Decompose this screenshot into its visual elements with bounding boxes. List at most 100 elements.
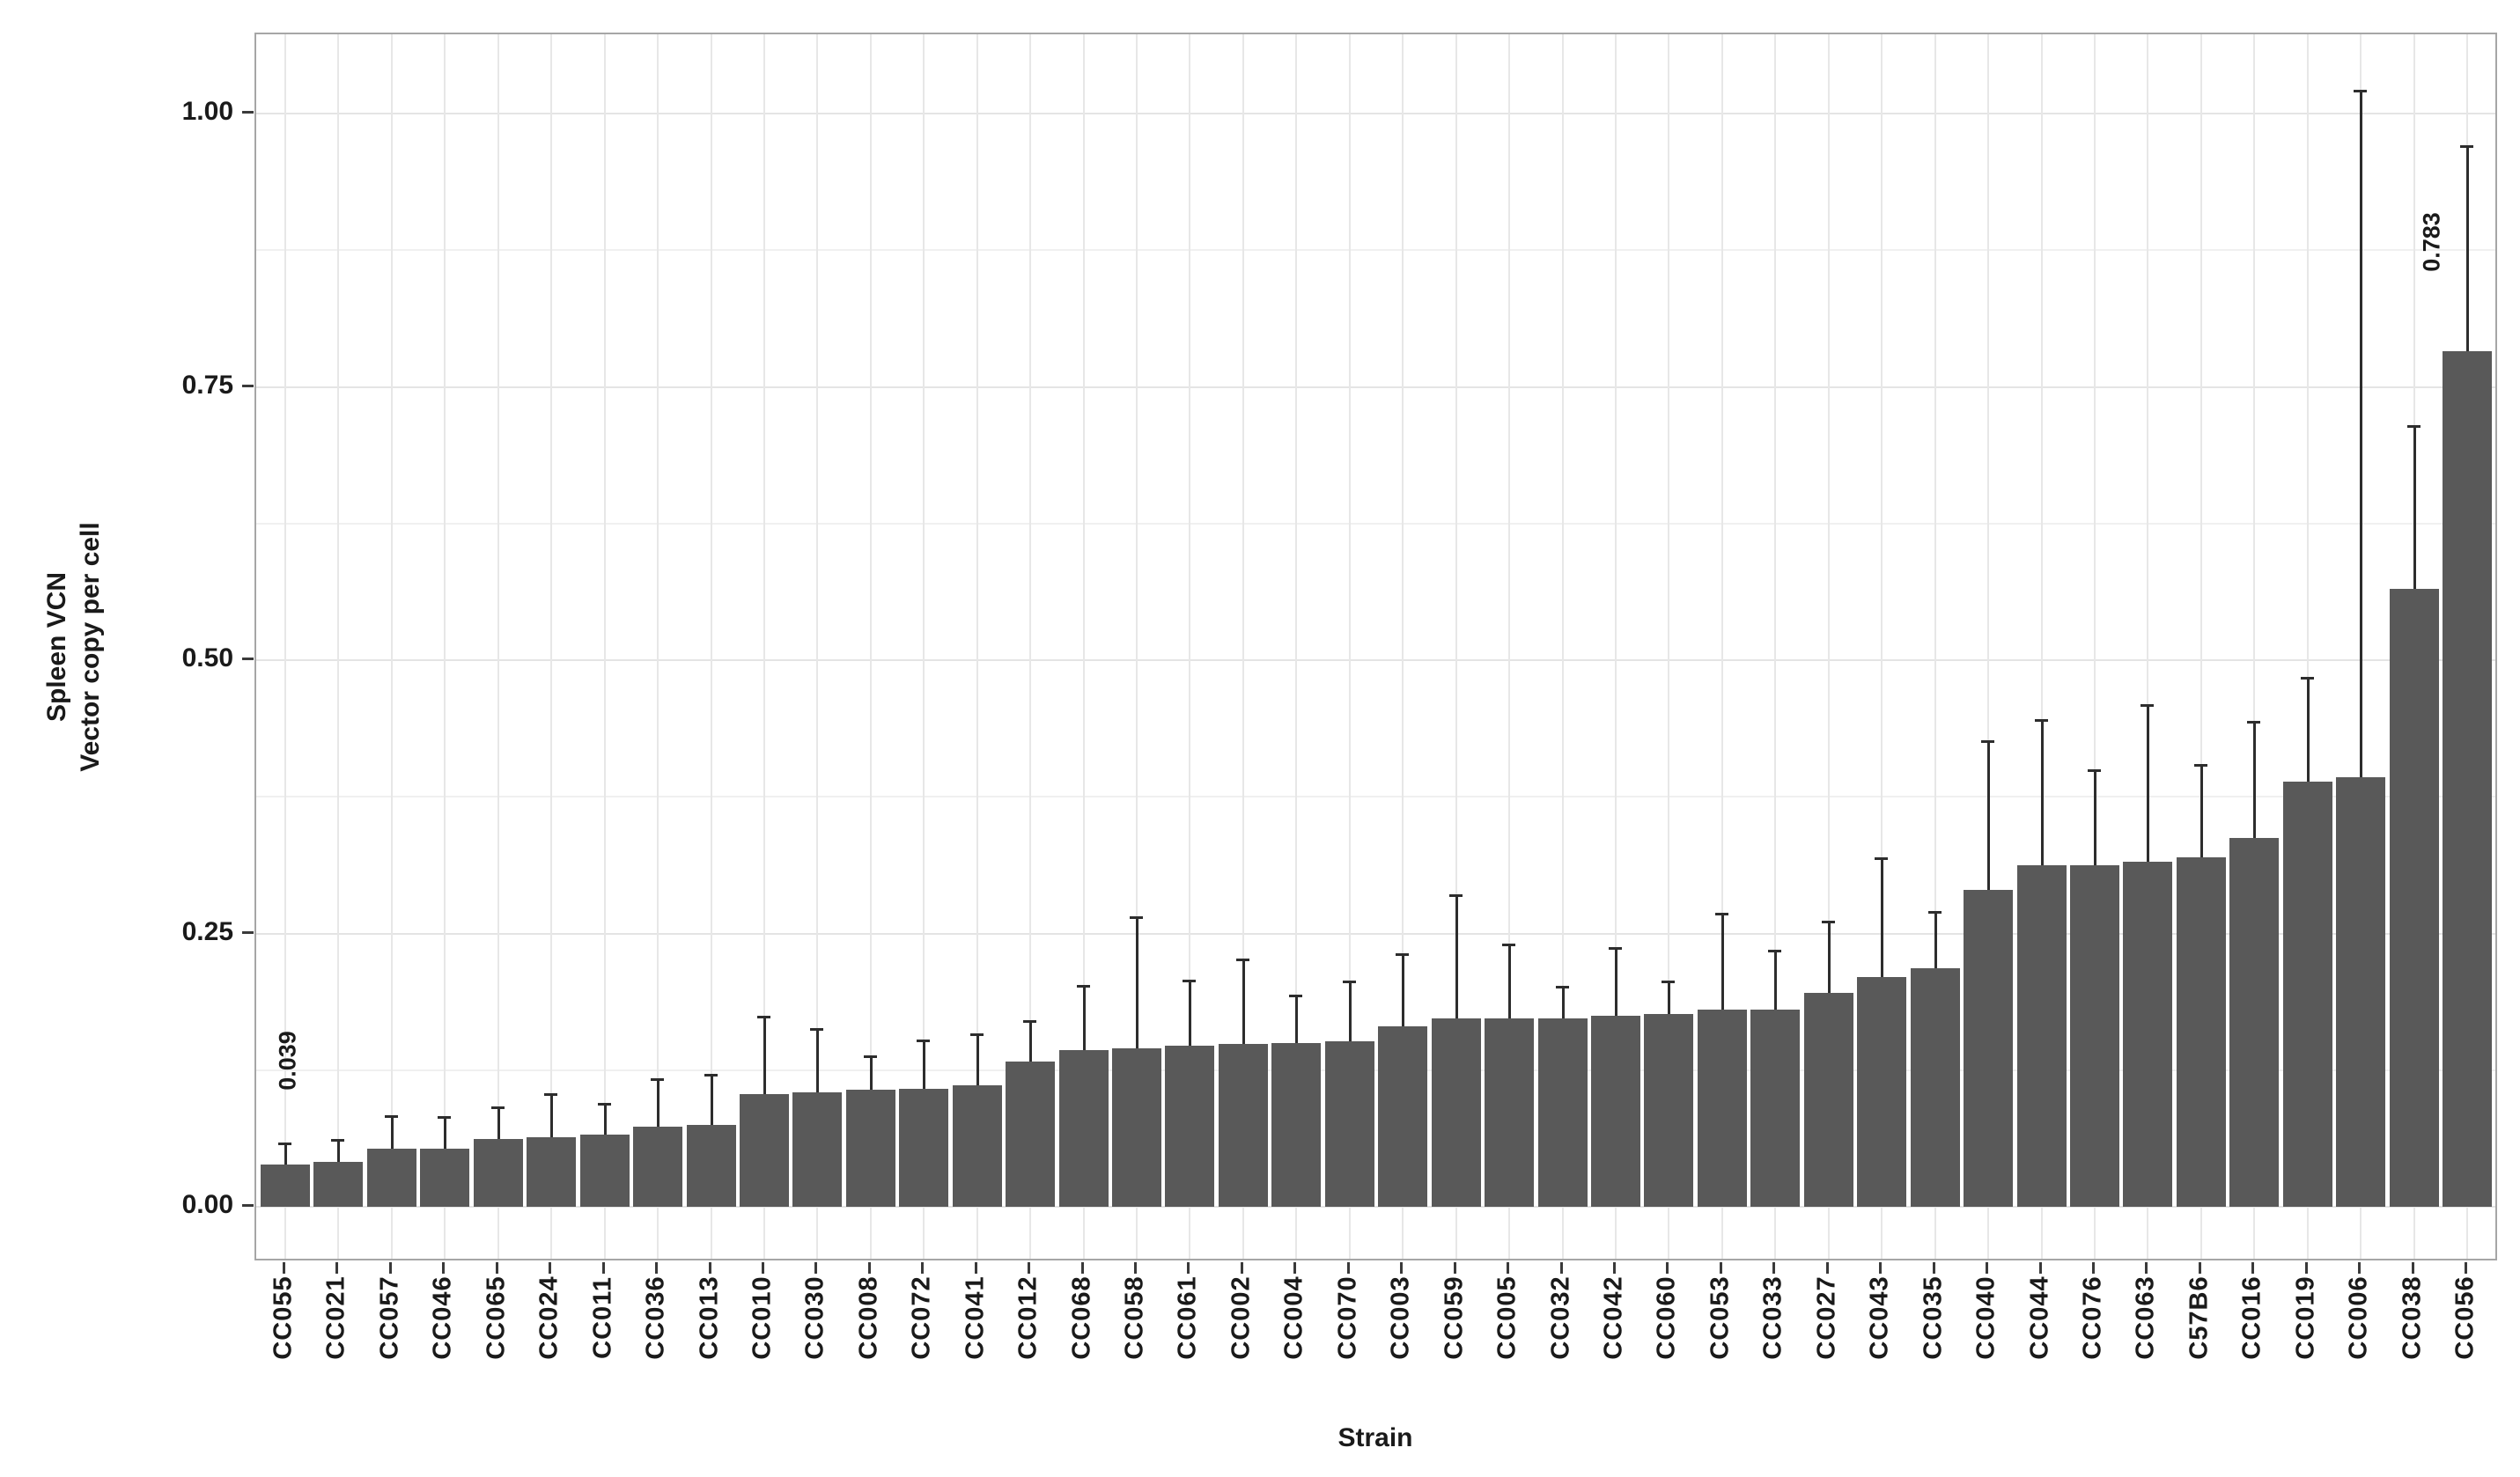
bar-CC006	[2336, 776, 2386, 1207]
errorbar-cap-C57B6	[2193, 764, 2207, 768]
x-tick-CC021	[335, 1262, 339, 1274]
errorbar-cap-CC072	[917, 1040, 931, 1043]
errorbar-cap-CC035	[1927, 910, 1942, 914]
errorbar-CC046	[444, 1117, 447, 1150]
errorbar-CC057	[390, 1115, 394, 1150]
x-tick-CC056	[2465, 1262, 2468, 1274]
x-tick-label-C57B6: C57B6	[2185, 1275, 2214, 1360]
bar-CC061	[1165, 1046, 1215, 1207]
x-tick-CC036	[655, 1262, 659, 1274]
x-tick-CC059	[1453, 1262, 1456, 1274]
x-tick-CC057	[388, 1262, 392, 1274]
x-tick-CC030	[814, 1262, 818, 1274]
x-tick-label-CC058: CC058	[1120, 1275, 1149, 1360]
gridline-v	[869, 34, 872, 1259]
y-tick-label-1.00: 1.00	[181, 97, 233, 126]
errorbar-CC003	[1402, 954, 1405, 1027]
annotation-0.783: 0.783	[2418, 212, 2445, 272]
errorbar-CC072	[923, 1040, 926, 1089]
bar-CC030	[792, 1091, 843, 1207]
errorbar-cap-CC027	[1821, 920, 1835, 923]
errorbar-cap-CC011	[597, 1103, 611, 1106]
gridline-h-major	[256, 1206, 2495, 1208]
errorbar-CC043	[1881, 857, 1884, 978]
gridline-v	[1721, 34, 1723, 1259]
bar-CC058	[1112, 1047, 1162, 1207]
errorbar-CC002	[1242, 959, 1245, 1044]
bar-CC059	[1431, 1018, 1481, 1207]
errorbar-cap-CC041	[969, 1032, 984, 1036]
x-tick-CC024	[549, 1262, 552, 1274]
gridline-v	[390, 34, 393, 1259]
errorbar-CC021	[337, 1140, 341, 1163]
x-tick-label-CC035: CC035	[1919, 1275, 1948, 1360]
bar-CC011	[579, 1135, 630, 1207]
x-tick-C57B6	[2198, 1262, 2201, 1274]
x-tick-CC013	[708, 1262, 711, 1274]
x-tick-label-CC021: CC021	[321, 1275, 350, 1360]
x-tick-label-CC006: CC006	[2344, 1275, 2373, 1360]
bar-CC057	[366, 1149, 416, 1207]
gridline-h-minor	[256, 796, 2495, 798]
bar-CC019	[2282, 781, 2332, 1207]
gridline-v	[1348, 34, 1351, 1259]
gridline-v	[1668, 34, 1670, 1259]
errorbar-cap-CC061	[1183, 979, 1197, 982]
errorbar-CC068	[1082, 986, 1086, 1051]
errorbar-CC012	[1029, 1020, 1033, 1062]
errorbar-cap-CC068	[1076, 985, 1090, 988]
x-tick-CC002	[1240, 1262, 1243, 1274]
errorbar-CC055	[284, 1143, 287, 1165]
x-tick-label-CC030: CC030	[800, 1275, 829, 1360]
bar-CC035	[1910, 968, 1960, 1207]
x-tick-CC043	[1879, 1262, 1883, 1274]
errorbar-cap-CC063	[2141, 703, 2155, 707]
errorbar-cap-CC021	[331, 1139, 345, 1143]
gridline-v	[1029, 34, 1032, 1259]
errorbar-cap-CC032	[1555, 986, 1569, 989]
x-tick-CC040	[1986, 1262, 1989, 1274]
y-tick-label-0.50: 0.50	[181, 643, 233, 672]
x-tick-label-CC010: CC010	[748, 1275, 777, 1360]
x-tick-CC046	[442, 1262, 446, 1274]
x-tick-CC053	[1719, 1262, 1722, 1274]
bar-C57B6	[2176, 856, 2226, 1207]
bar-CC046	[420, 1149, 470, 1207]
x-tick-label-CC041: CC041	[961, 1275, 990, 1360]
bar-CC076	[2069, 865, 2119, 1207]
gridline-v	[2253, 34, 2256, 1259]
x-tick-CC058	[1134, 1262, 1138, 1274]
x-tick-CC065	[495, 1262, 498, 1274]
errorbar-cap-CC040	[1981, 739, 1995, 743]
gridline-h-major	[256, 113, 2495, 114]
x-tick-label-CC008: CC008	[854, 1275, 883, 1360]
errorbar-cap-CC065	[490, 1106, 505, 1109]
errorbar-CC019	[2306, 677, 2310, 782]
y-tick-label-0.00: 0.00	[181, 1190, 233, 1219]
bar-CC033	[1750, 1010, 1801, 1207]
errorbar-cap-CC058	[1130, 915, 1144, 919]
bar-CC038	[2389, 589, 2439, 1207]
gridline-v	[2199, 34, 2202, 1259]
bar-CC040	[1964, 889, 2014, 1207]
errorbar-CC024	[550, 1094, 554, 1137]
y-tick-0.00	[242, 1204, 254, 1207]
errorbar-CC008	[869, 1055, 873, 1091]
x-tick-CC042	[1613, 1262, 1616, 1274]
gridline-v	[444, 34, 446, 1259]
errorbar-C57B6	[2199, 765, 2203, 857]
bar-CC036	[633, 1127, 683, 1207]
gridline-h-major	[256, 386, 2495, 388]
errorbar-cap-CC006	[2354, 89, 2368, 92]
errorbar-CC030	[816, 1028, 820, 1092]
x-tick-label-CC012: CC012	[1013, 1275, 1043, 1360]
y-tick-label-0.75: 0.75	[181, 370, 233, 400]
gridline-v	[2147, 34, 2149, 1259]
gridline-v	[2306, 34, 2309, 1259]
x-tick-CC055	[283, 1262, 285, 1274]
bar-CC065	[473, 1138, 523, 1207]
x-tick-label-CC070: CC070	[1333, 1275, 1362, 1360]
gridline-v	[337, 34, 340, 1259]
x-tick-CC033	[1772, 1262, 1776, 1274]
errorbar-CC056	[2466, 146, 2470, 351]
